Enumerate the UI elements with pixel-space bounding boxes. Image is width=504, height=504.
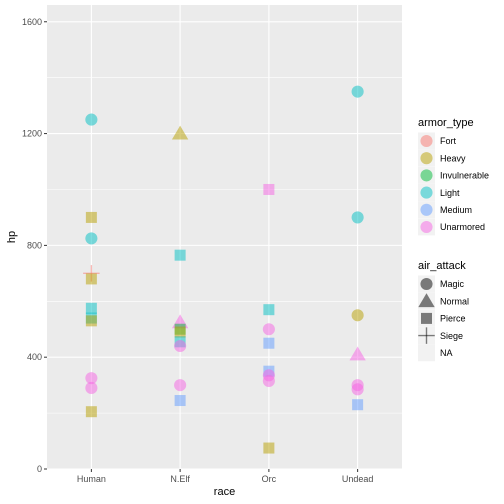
- legend-label-medium: Medium: [440, 205, 472, 215]
- legend-key-siege: [418, 327, 435, 344]
- y-tick-label: 800: [27, 240, 42, 250]
- legend-label-pierce: Pierce: [440, 314, 466, 324]
- legend-label-normal: Normal: [440, 296, 469, 306]
- legend-label-invulnerable: Invulnerable: [440, 171, 489, 181]
- x-tick-label: N.Elf: [170, 474, 190, 484]
- legend-key-medium: [420, 203, 433, 216]
- x-tick-label: Orc: [262, 474, 277, 484]
- y-tick-label: 400: [27, 352, 42, 362]
- point-n-elf-unarmored-circle: [174, 339, 187, 353]
- point-undead-medium-square: [352, 399, 364, 411]
- legend-label-fort: Fort: [440, 136, 457, 146]
- legend-key-heavy: [420, 152, 433, 165]
- legend-air-attack-title: air_attack: [418, 260, 466, 272]
- legend-label-siege: Siege: [440, 331, 463, 341]
- point-n-elf-heavy-triangle: [171, 125, 189, 140]
- legend-key-magic: [420, 277, 433, 291]
- point-n-elf-medium-square: [174, 395, 186, 407]
- legend-armor-type-title: armor_type: [418, 117, 474, 129]
- point-human-heavy-square: [85, 211, 97, 223]
- legend-key-unarmored: [420, 220, 433, 234]
- legend-armor-type: armor_type Fort Heavy Invulnerable Light Med…: [418, 117, 489, 236]
- y-tick-label: 1200: [22, 129, 42, 139]
- point-orc-unarmored-circle: [262, 374, 275, 388]
- legend-key-normal: [418, 293, 435, 308]
- point-human-light-circle: [85, 113, 98, 126]
- y-tick-label: 0: [37, 464, 42, 474]
- point-human-heavy-square: [85, 406, 97, 418]
- y-axis: 0 400 800 1200 1600: [22, 17, 47, 474]
- data-points: [83, 85, 366, 454]
- point-human-heavy-square: [85, 315, 97, 327]
- legend-label-light: Light: [440, 188, 460, 198]
- y-tick-label: 1600: [22, 17, 42, 27]
- legend-key-light: [420, 186, 433, 199]
- x-axis: Human N.Elf Orc Undead: [77, 469, 374, 484]
- point-undead-unarmored-circle: [351, 383, 364, 396]
- point-n-elf-heavy-square: [174, 326, 186, 338]
- point-undead-light-circle: [351, 85, 364, 98]
- point-orc-unarmored-circle: [262, 323, 275, 336]
- legend-label-heavy: Heavy: [440, 153, 466, 163]
- point-human-unarmored-circle: [85, 381, 98, 394]
- point-n-elf-light-square: [174, 249, 186, 261]
- minor-gridlines: [47, 77, 402, 414]
- point-orc-light-square: [263, 304, 275, 316]
- point-undead-heavy-circle: [351, 309, 364, 322]
- legend-key-invulnerable: [420, 169, 433, 182]
- legend-key-background: [418, 344, 435, 362]
- legend-key-fort: [420, 134, 433, 148]
- legend-key-pierce: [421, 312, 432, 324]
- point-human-unarmored-circle: [85, 372, 98, 385]
- legend-label-na: NA: [440, 348, 453, 358]
- x-axis-title: race: [214, 486, 235, 498]
- legend-air-attack: air_attack Magic Normal Pierce Siege NA: [418, 260, 469, 362]
- point-human-light-circle: [85, 232, 98, 245]
- legend-label-magic: Magic: [440, 279, 465, 289]
- legend-label-unarmored: Unarmored: [440, 222, 485, 232]
- point-human-heavy-square: [85, 273, 97, 285]
- plot-panel: [47, 5, 402, 469]
- point-n-elf-unarmored-circle: [174, 379, 187, 392]
- y-axis-title: hp: [6, 231, 18, 243]
- point-orc-medium-square: [263, 337, 275, 349]
- point-undead-light-circle: [351, 211, 364, 224]
- x-tick-label: Undead: [342, 474, 374, 484]
- point-orc-heavy-square: [263, 442, 275, 454]
- point-human-light-square: [85, 302, 97, 314]
- point-orc-unarmored-square: [263, 183, 275, 195]
- point-undead-unarmored-triangle: [349, 346, 366, 361]
- x-tick-label: Human: [77, 474, 106, 484]
